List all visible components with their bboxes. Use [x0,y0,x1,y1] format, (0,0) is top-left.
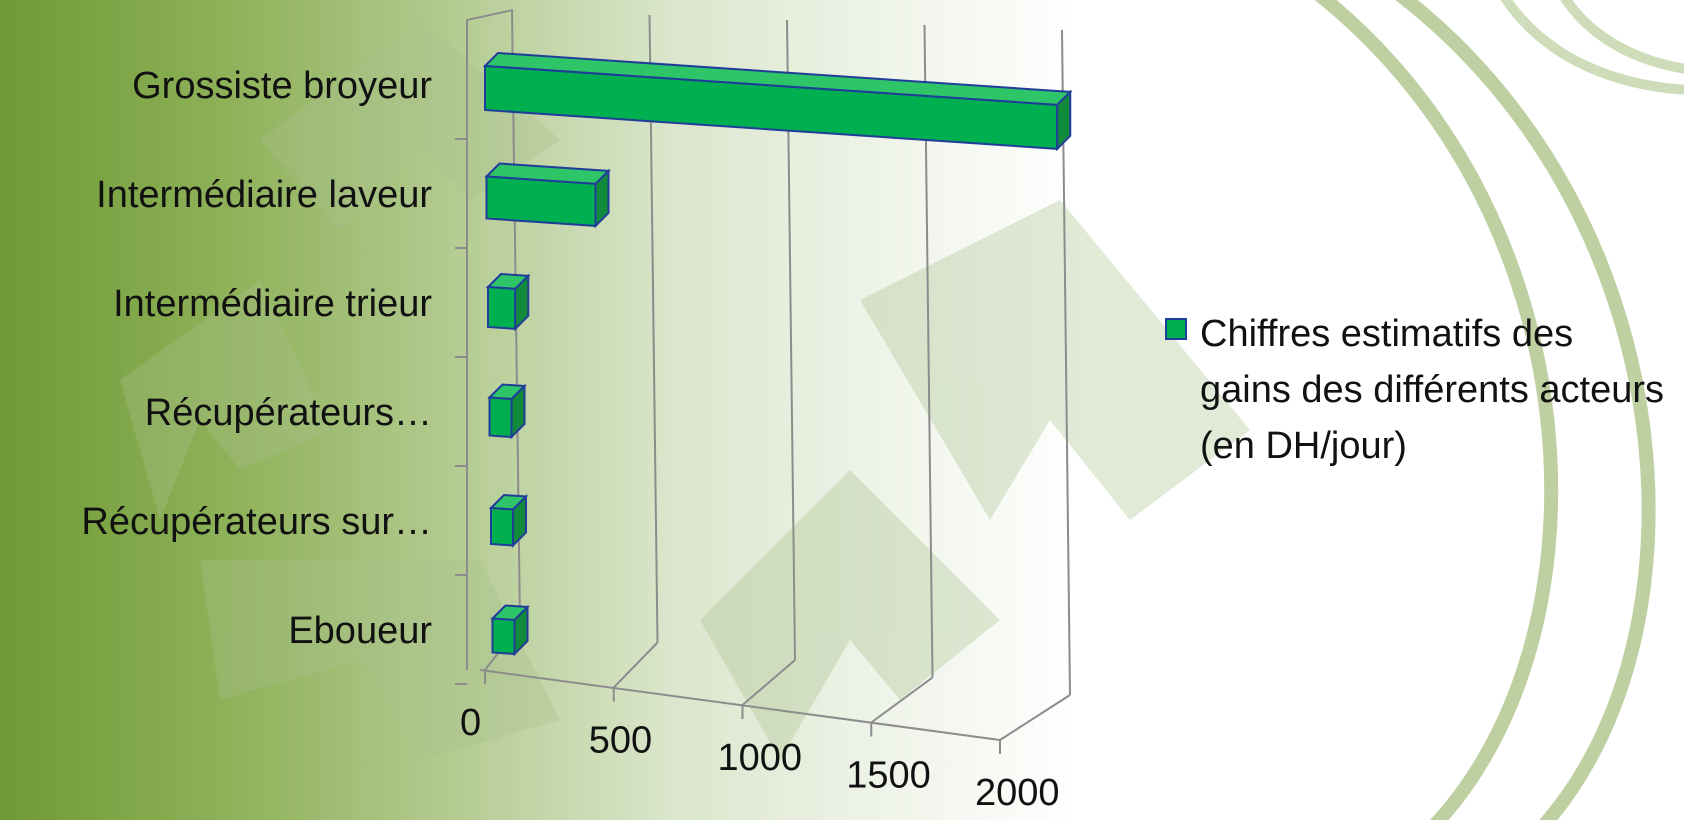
category-label: Grossiste broyeur [132,65,432,107]
category-label: Récupérateurs sur… [81,501,432,543]
x-tick-label: 500 [589,720,652,762]
x-tick-label: 1500 [846,755,931,797]
legend-label: Chiffres estimatifs des gains des différ… [1200,313,1665,467]
category-label: Intermédiaire trieur [113,283,432,325]
gridline-floor [741,659,796,706]
bar-side [513,604,529,657]
bar [485,175,597,227]
bar [487,285,517,330]
bar-side [512,494,527,548]
category-label: Eboueur [288,610,432,652]
bar-side [594,168,610,229]
x-tick-label: 1000 [718,737,803,779]
category-label: Intermédiaire laveur [96,174,432,216]
bar-side [1056,89,1072,152]
gridline-floor [999,694,1071,741]
x-tick-label: 0 [460,702,481,744]
bar [488,396,513,439]
gridline-floor [870,676,934,724]
x-axis-line [479,669,1001,741]
bar [490,506,514,547]
category-label: Récupérateurs… [145,392,432,434]
category-labels: Grossiste broyeur Intermédiaire laveur Int… [81,65,432,652]
bar-side [514,273,530,332]
axis-wall [466,9,514,670]
x-tick-labels: 0 500 1000 1500 2000 [460,702,1060,814]
bar-side [510,383,526,440]
bar [491,617,516,656]
legend-swatch [1165,318,1187,340]
x-tick-label: 2000 [975,772,1060,814]
gridline-floor [613,641,659,689]
chart-bars [482,51,1073,657]
